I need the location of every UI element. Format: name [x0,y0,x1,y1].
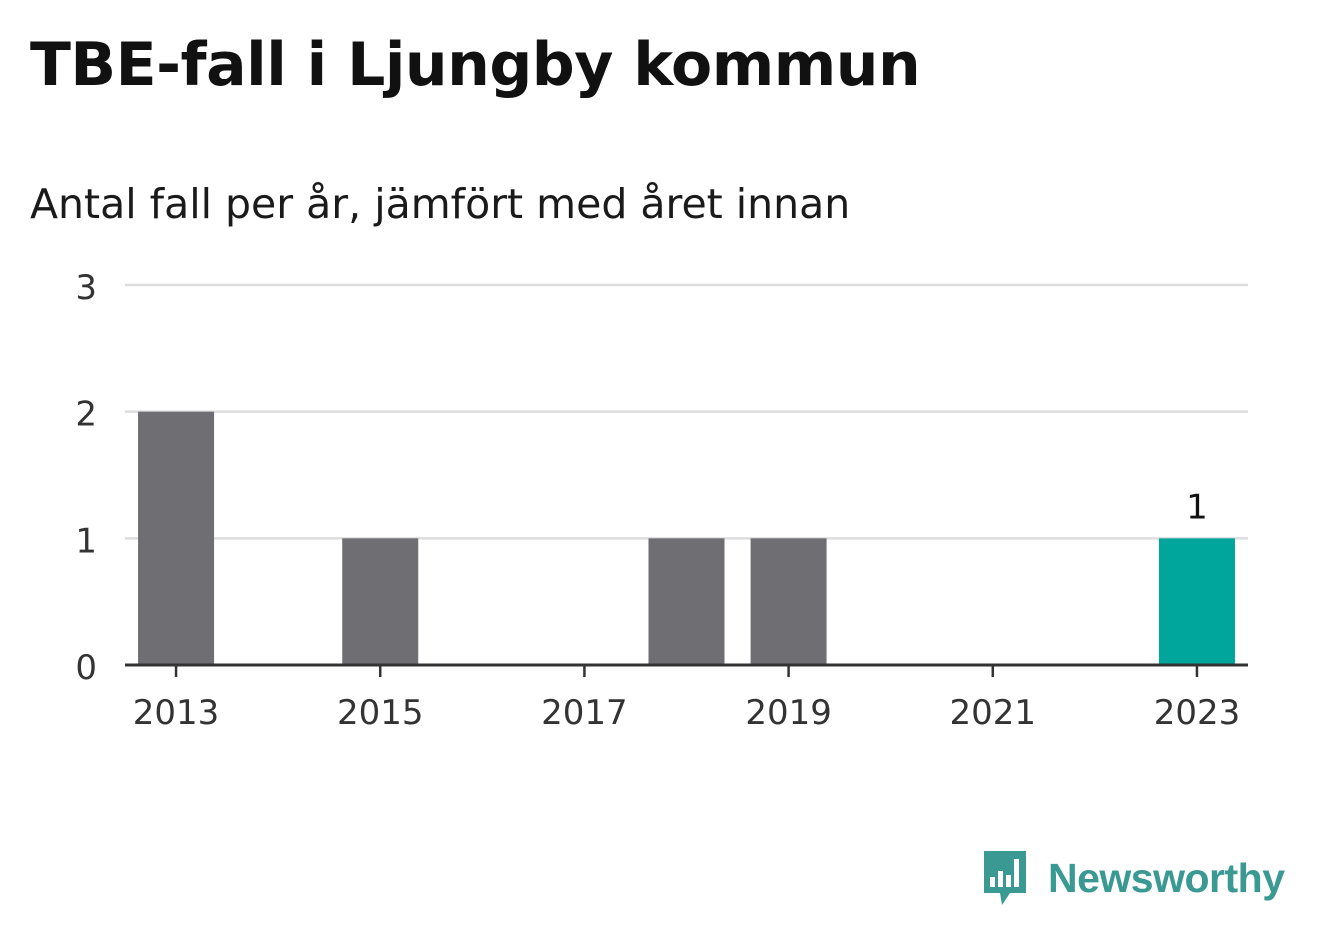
chart-title: TBE-fall i Ljungby kommun [30,30,921,100]
bar-2023 [1158,538,1235,665]
chart-subtitle: Antal fall per år, jämfört med året inna… [30,180,851,228]
y-tick-label: 2 [75,395,97,435]
x-tick-label: 2013 [133,693,220,733]
bar-2018 [648,538,725,665]
newsworthy-logo: Newsworthy [980,845,1285,911]
bar-2013 [138,411,215,665]
y-tick-label: 0 [75,648,97,688]
x-tick-label: 2023 [1154,693,1241,733]
x-tick-label: 2019 [745,693,832,733]
y-tick-label: 1 [75,521,97,561]
bar-chart-logo-icon [984,851,1026,905]
bar-2015 [342,538,419,665]
y-tick-label: 3 [75,268,97,308]
x-tick-label: 2015 [337,693,424,733]
x-tick-label: 2021 [950,693,1037,733]
data-label-2023: 1 [1186,487,1208,527]
brand-name: Newsworthy [1048,854,1285,901]
bar-2019 [750,538,827,665]
x-tick-label: 2017 [541,693,628,733]
